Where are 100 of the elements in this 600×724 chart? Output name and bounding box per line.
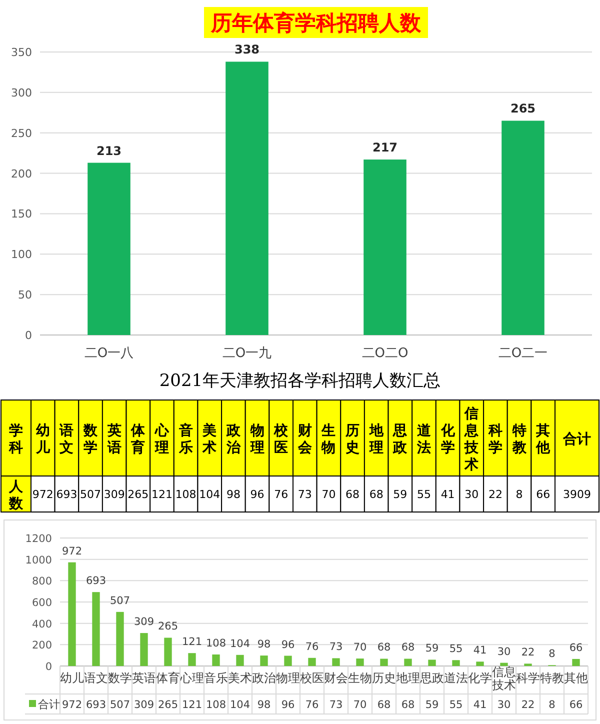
data-label: 41 <box>473 644 487 657</box>
data-label: 41 <box>440 488 455 501</box>
data-label: 98 <box>226 488 240 501</box>
data-label: 96 <box>250 488 264 501</box>
x-tick-label: 数学 <box>108 671 132 685</box>
bar <box>68 562 76 666</box>
category-label: 地理 <box>368 422 384 456</box>
data-label: 213 <box>96 144 122 158</box>
y-tick-label: 350 <box>11 46 32 59</box>
bar <box>308 658 316 666</box>
x-tick-label: 幼儿 <box>60 671 84 685</box>
y-tick-label: 200 <box>11 167 32 180</box>
category-label: 语文 <box>58 422 74 456</box>
data-label: 309 <box>104 488 125 501</box>
data-label: 98 <box>257 638 271 651</box>
category-label: 美术 <box>202 422 217 456</box>
x-tick-label: 地理 <box>395 671 420 685</box>
text: 507 <box>110 699 130 711</box>
text: 41 <box>473 699 487 711</box>
category-label: 历史 <box>344 422 360 456</box>
bar <box>380 658 388 666</box>
category-label: 信息技术 <box>464 406 480 473</box>
y-tick-label: 300 <box>11 86 32 100</box>
category-label: 心理 <box>154 422 170 456</box>
data-label: 104 <box>230 638 250 650</box>
bar <box>572 658 580 666</box>
bar <box>236 654 244 666</box>
data-label: 108 <box>175 488 196 501</box>
data-label: 66 <box>536 488 550 501</box>
category-label: 其他 <box>535 422 552 456</box>
legend-label: 合计 <box>38 698 60 711</box>
data-label: 22 <box>521 646 535 659</box>
bar <box>500 662 508 666</box>
bar <box>88 162 130 335</box>
category-label: 政治 <box>225 422 242 456</box>
category-label: 英语 <box>106 422 122 456</box>
y-tick-label: 0 <box>25 329 32 342</box>
bar <box>404 658 412 666</box>
data-label: 68 <box>346 488 360 501</box>
bar <box>188 653 196 666</box>
y-tick-label: 400 <box>32 618 52 630</box>
bar <box>332 658 340 666</box>
data-label: 68 <box>401 642 415 654</box>
y-tick-label: 100 <box>11 248 32 262</box>
data-label: 121 <box>152 488 172 501</box>
data-label: 693 <box>56 488 78 501</box>
y-tick-label: 1000 <box>25 554 52 566</box>
x-tick-label: 思政 <box>419 671 444 685</box>
bar <box>212 654 220 666</box>
data-label: 121 <box>182 636 202 648</box>
y-tick-label: 600 <box>32 597 52 609</box>
bar <box>284 656 292 666</box>
data-label: 309 <box>134 616 154 628</box>
x-tick-label: 道法 <box>444 671 468 685</box>
data-label: 59 <box>425 642 439 655</box>
bar <box>452 660 460 666</box>
category-label: 数学 <box>82 422 99 456</box>
bar <box>260 656 268 666</box>
text: 2021年天津教招各学科招聘人数汇总 <box>159 371 441 391</box>
x-tick-label: 二O一八 <box>84 346 134 361</box>
x-tick-label: 英语 <box>132 671 156 685</box>
text: 68 <box>377 699 391 711</box>
x-tick-label: 生物 <box>348 671 372 685</box>
text: 55 <box>449 699 463 711</box>
x-tick-label: 美术 <box>228 671 252 685</box>
category-label: 校医 <box>273 422 290 456</box>
x-tick-label: 二O二O <box>362 346 408 361</box>
data-label: 972 <box>62 545 82 558</box>
data-label: 70 <box>322 488 336 501</box>
data-label: 68 <box>369 488 384 501</box>
text: 68 <box>401 699 415 711</box>
text: 972 <box>62 699 82 711</box>
text: 98 <box>257 699 271 711</box>
data-label: 972 <box>32 488 54 501</box>
bar <box>502 120 544 335</box>
bar <box>92 592 100 666</box>
data-label: 66 <box>569 642 583 654</box>
data-label: 55 <box>449 643 463 656</box>
data-label: 265 <box>128 488 149 501</box>
data-label: 76 <box>274 488 288 501</box>
x-tick-label: 财会 <box>324 671 348 685</box>
text: 121 <box>182 699 202 711</box>
category-label: 思政 <box>392 422 408 456</box>
text: 108 <box>206 699 226 711</box>
text: 73 <box>329 699 343 711</box>
data-label: 338 <box>234 42 260 57</box>
x-tick-label: 历史 <box>372 671 396 685</box>
category-label: 生物 <box>320 422 336 456</box>
text: 265 <box>158 699 178 711</box>
category-label: 科学 <box>487 422 502 456</box>
data-label: 265 <box>510 102 536 116</box>
data-label: 76 <box>305 640 319 653</box>
y-tick-label: 150 <box>11 208 32 221</box>
data-label: 8 <box>516 488 523 501</box>
data-label: 507 <box>110 594 130 607</box>
x-tick-label: 二O一九 <box>222 346 272 361</box>
x-tick-label: 物理 <box>276 671 300 685</box>
y-tick-label: 0 <box>45 661 52 673</box>
data-label: 217 <box>372 140 398 155</box>
category-label: 化学 <box>440 422 456 456</box>
